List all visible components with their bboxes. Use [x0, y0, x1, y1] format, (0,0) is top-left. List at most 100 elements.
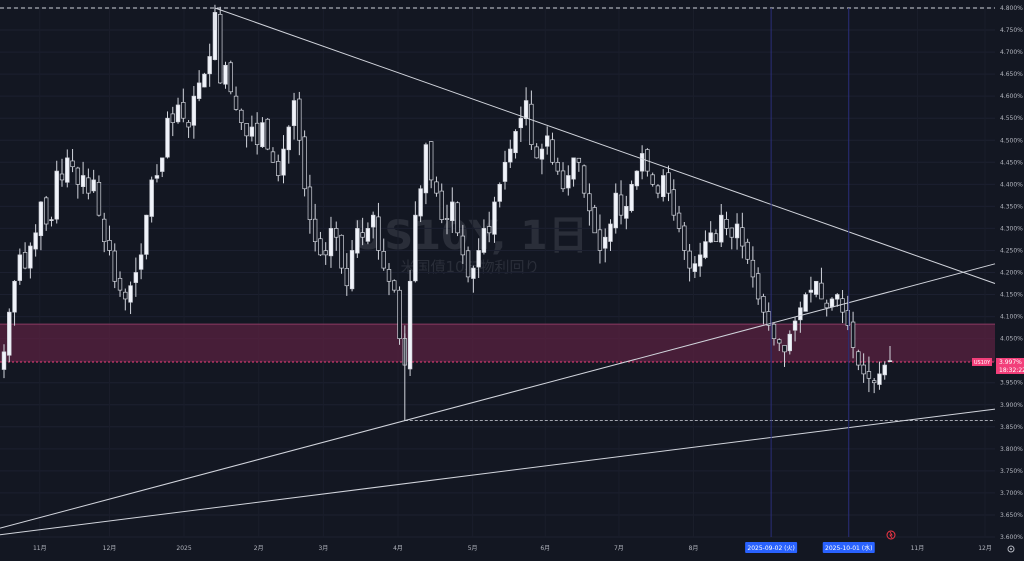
drawing-layer — [0, 7, 996, 536]
price-tick-label: 4.600% — [1000, 93, 1023, 100]
time-tick-label: 12月 — [978, 545, 992, 552]
candle-body — [692, 263, 698, 272]
candle-body — [824, 302, 829, 309]
candle-body — [28, 245, 33, 269]
candle-body — [492, 201, 497, 235]
price-tick-label: 4.350% — [1000, 203, 1023, 210]
candle-body — [318, 238, 323, 256]
candle-body — [191, 95, 197, 126]
candle-body — [38, 201, 44, 237]
price-tick-label: 3.950% — [1000, 380, 1023, 387]
candle-body — [423, 144, 429, 194]
candle-body — [181, 102, 186, 119]
candle-body — [513, 131, 518, 154]
candle-body — [249, 126, 255, 137]
candle-body — [144, 214, 149, 255]
price-tick-label: 4.050% — [1000, 336, 1023, 343]
candle-body — [202, 73, 207, 88]
candle-body — [355, 228, 360, 254]
candle-body — [439, 190, 444, 220]
time-tick-label: 2月 — [254, 545, 264, 552]
candle-body — [428, 141, 434, 181]
candle-body — [165, 117, 170, 158]
candle-body — [508, 148, 513, 163]
candle-body — [703, 241, 708, 258]
price-tick-label: 3.700% — [1000, 490, 1023, 497]
candle-body — [481, 228, 487, 253]
candle-body — [413, 214, 418, 282]
candle-body — [529, 103, 534, 146]
candle-body — [755, 273, 761, 300]
candle-body — [634, 170, 640, 187]
price-tick-label: 4.450% — [1000, 159, 1023, 166]
price-tick-label: 4.750% — [1000, 27, 1023, 34]
date-marker-label: 2025-10-01 (水) — [825, 544, 872, 552]
candle-body — [650, 174, 655, 185]
candle-body — [223, 64, 228, 85]
candle-body — [877, 373, 882, 385]
candle-body — [444, 218, 450, 220]
candle-body — [734, 223, 740, 239]
price-tick-label: 3.650% — [1000, 512, 1023, 519]
settings-icon[interactable] — [1007, 545, 1015, 553]
date-marker-badge — [822, 542, 875, 553]
candle-body — [33, 232, 38, 250]
candle-body — [407, 280, 413, 370]
candle-body — [613, 192, 618, 229]
candle-body — [750, 259, 756, 278]
candle-body — [798, 307, 803, 321]
alert-icon[interactable] — [886, 530, 896, 540]
candle-body — [43, 197, 49, 225]
candle-body — [286, 126, 291, 151]
time-tick-label: 11月 — [911, 545, 925, 552]
candle-body — [850, 321, 856, 348]
resistance-zone — [0, 324, 995, 362]
candle-body — [302, 136, 307, 190]
candle-body — [344, 268, 349, 287]
candle-body — [196, 82, 202, 99]
candle-body — [107, 239, 112, 251]
price-tick-label: 4.150% — [1000, 292, 1023, 299]
candle-body — [128, 285, 133, 303]
candle-body — [12, 280, 17, 313]
candle-body — [96, 182, 102, 216]
candle-body — [592, 207, 597, 234]
time-axis[interactable]: 11月 12月 2025 2月 3月 4月 5月 6月 7月 8月 11月 12月 — [33, 545, 992, 552]
price-value-label: 3.997% — [999, 359, 1022, 366]
candle-body — [7, 311, 12, 356]
candle-body — [576, 157, 582, 163]
price-tick-label: 4.700% — [1000, 49, 1023, 56]
candle-body — [49, 219, 54, 221]
candle-body — [328, 228, 334, 257]
current-price-label: US10Y 3.997%18:32:22 — [972, 357, 1024, 374]
candle-body — [808, 289, 814, 293]
candle-body — [418, 188, 423, 217]
candle-body — [534, 146, 539, 159]
candle-body — [102, 218, 107, 242]
candle-body — [787, 333, 792, 352]
price-symbol-badge — [972, 357, 992, 366]
candle-body — [392, 280, 397, 291]
candle-body — [471, 267, 476, 279]
candle-body — [777, 339, 782, 344]
candle-body — [260, 122, 265, 148]
date-marker-badge — [745, 542, 798, 553]
candle-body — [719, 214, 724, 243]
time-tick-label: 8月 — [689, 545, 699, 552]
candle-body — [676, 212, 682, 229]
time-tick-label: 6月 — [540, 545, 550, 552]
candle-body — [312, 218, 318, 242]
candle-body — [244, 123, 249, 137]
candle-body — [160, 157, 165, 172]
candle-body — [281, 148, 286, 176]
price-tick-label: 4.300% — [1000, 225, 1023, 232]
candle-body — [254, 122, 260, 146]
candle-body — [276, 161, 281, 176]
candle-body — [186, 122, 191, 128]
zone-layer — [0, 323, 995, 363]
price-tick-label: 4.550% — [1000, 115, 1023, 122]
candle-body — [666, 172, 671, 194]
